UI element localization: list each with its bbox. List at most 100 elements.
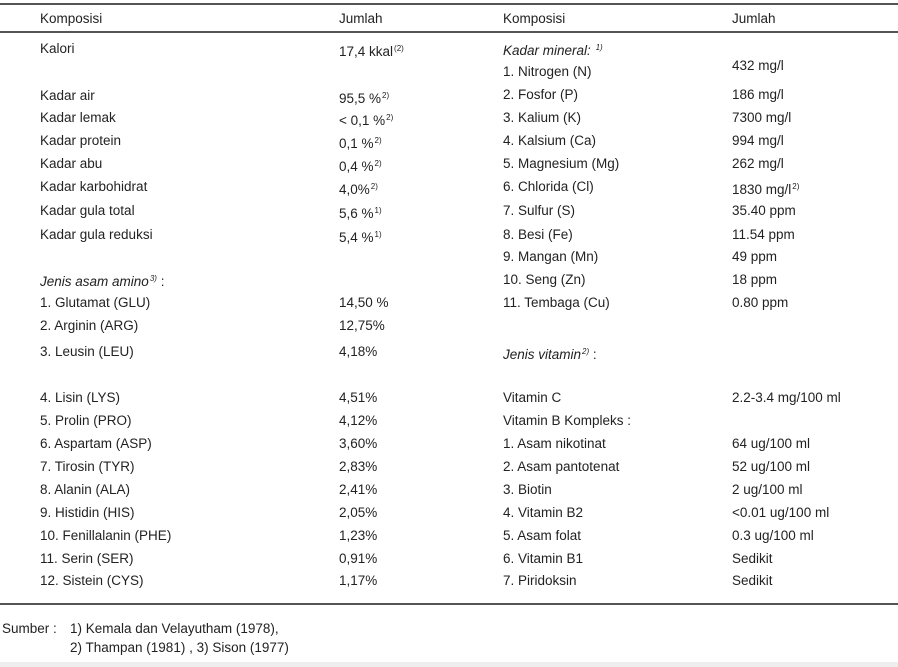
right-row-value: 11.54 ppm <box>732 227 795 243</box>
left-row-label: Kadar protein <box>40 133 121 149</box>
value-text: 4,0% <box>339 182 370 197</box>
left-row-label: 12. Sistein (CYS) <box>40 573 144 589</box>
label-text: 7. Tirosin (TYR) <box>40 459 135 474</box>
label-suffix: : <box>156 274 165 289</box>
right-row-value: 1830 mg/l2) <box>732 179 799 198</box>
header-komposisi-right: Komposisi <box>503 11 566 26</box>
value-text: 1830 mg/l <box>732 182 792 197</box>
left-row-label: 3. Leusin (LEU) <box>40 344 134 360</box>
left-row-label: Kadar air <box>40 88 95 104</box>
label-text: 3. Leusin (LEU) <box>40 344 134 359</box>
right-row-value: 994 mg/l <box>732 133 784 149</box>
right-row-label: 10. Seng (Zn) <box>503 272 586 288</box>
header-rule <box>0 31 898 33</box>
right-row-label: 9. Mangan (Mn) <box>503 249 598 265</box>
label-text: 1. Glutamat (GLU) <box>40 295 151 310</box>
right-row-value: 0.80 ppm <box>732 295 788 311</box>
footnote-marker: 2) <box>374 136 382 145</box>
value-text: 5,6 % <box>339 206 374 221</box>
left-row-value: 14,50 % <box>339 295 389 311</box>
label-text: 10. Fenillalanin (PHE) <box>40 528 172 543</box>
left-row-value: 4,0%2) <box>339 179 378 198</box>
right-row-label: 1. Asam nikotinat <box>503 436 606 452</box>
label-text: 7. Piridoksin <box>503 573 577 588</box>
right-row-label: 5. Magnesium (Mg) <box>503 156 619 172</box>
footnote-marker: 2) <box>582 347 590 356</box>
right-row-label: 6. Chlorida (Cl) <box>503 179 594 195</box>
left-row-value: 1,17% <box>339 573 377 589</box>
label-text: 3. Biotin <box>503 482 552 497</box>
value-text: 17,4 kkal <box>339 44 394 59</box>
label-text: Kadar gula reduksi <box>40 227 153 242</box>
footnote-marker: 3) <box>149 274 157 283</box>
value-text: 52 ug/100 ml <box>732 459 811 474</box>
label-text: 8. Besi (Fe) <box>503 227 573 242</box>
value-text: 5,4 % <box>339 230 374 245</box>
value-text: 2 ug/100 ml <box>732 482 803 497</box>
label-text: 4. Lisin (LYS) <box>40 390 121 405</box>
right-row-value: 186 mg/l <box>732 87 784 103</box>
label-text: 6. Chlorida (Cl) <box>503 179 594 194</box>
label-text: Kadar lemak <box>40 110 116 125</box>
left-row-value: 0,91% <box>339 551 377 567</box>
value-text: <0.01 ug/100 ml <box>732 505 830 520</box>
left-row-value: 4,12% <box>339 413 377 429</box>
value-text: 3,60% <box>339 436 378 451</box>
left-row-label: Kadar gula total <box>40 203 135 219</box>
table-top-rule <box>0 3 898 5</box>
label-text: 10. Seng (Zn) <box>503 272 586 287</box>
footnote-marker: 2) <box>386 113 394 122</box>
right-row-label: 3. Kalium (K) <box>503 110 581 126</box>
footnote-marker: 2) <box>792 182 800 191</box>
value-text: 4,51% <box>339 390 378 405</box>
right-row-label: 2. Fosfor (P) <box>503 87 578 103</box>
label-text: 4. Kalsium (Ca) <box>503 133 597 148</box>
value-text: 64 ug/100 ml <box>732 436 811 451</box>
value-text: 262 mg/l <box>732 156 784 171</box>
value-text: 2,41% <box>339 482 378 497</box>
left-row-label: 11. Serin (SER) <box>40 551 134 567</box>
label-text: 8. Alanin (ALA) <box>40 482 131 497</box>
value-text: 14,50 % <box>339 295 389 310</box>
right-row-label: Jenis vitamin2) : <box>503 344 597 363</box>
left-row-value: 5,4 %1) <box>339 227 382 246</box>
value-text: 0,91% <box>339 551 378 566</box>
label-text: 1. Nitrogen (N) <box>503 64 592 79</box>
left-row-value: < 0,1 %2) <box>339 110 393 129</box>
header-jumlah-right: Jumlah <box>732 11 776 26</box>
footnote-marker: 1) <box>374 230 382 239</box>
label-text: Kalori <box>40 41 75 56</box>
right-row-value: 0.3 ug/100 ml <box>732 528 814 544</box>
right-row-label: 11. Tembaga (Cu) <box>503 295 610 311</box>
footnote-marker: 2) <box>382 91 390 100</box>
label-text: Vitamin C <box>503 390 562 405</box>
label-text: Vitamin B Kompleks : <box>503 413 632 428</box>
label-suffix: : <box>589 347 597 362</box>
right-row-label: 3. Biotin <box>503 482 552 498</box>
left-row-label: 5. Prolin (PRO) <box>40 413 132 429</box>
footnote-marker: 2) <box>370 182 378 191</box>
value-text: 0.80 ppm <box>732 295 789 310</box>
left-row-label: 1. Glutamat (GLU) <box>40 295 150 311</box>
right-row-value: 2 ug/100 ml <box>732 482 803 498</box>
value-text: Sedikit <box>732 573 773 588</box>
left-row-value: 4,51% <box>339 390 377 406</box>
value-text: 4,12% <box>339 413 378 428</box>
left-row-label: 6. Aspartam (ASP) <box>40 436 152 452</box>
right-row-label: 4. Kalsium (Ca) <box>503 133 596 149</box>
value-text: 0.3 ug/100 ml <box>732 528 814 543</box>
right-row-value: 18 ppm <box>732 272 777 288</box>
value-text: 0,4 % <box>339 159 374 174</box>
left-row-value: 5,6 %1) <box>339 203 382 222</box>
value-text: 186 mg/l <box>732 87 784 102</box>
value-text: 1,17% <box>339 573 378 588</box>
label-text: 9. Histidin (HIS) <box>40 505 135 520</box>
label-text: Jenis asam amino <box>40 274 149 289</box>
right-row-value: 64 ug/100 ml <box>732 436 810 452</box>
right-row-label: 4. Vitamin B2 <box>503 505 583 521</box>
label-text: Kadar abu <box>40 156 103 171</box>
right-row-label: 5. Asam folat <box>503 528 581 544</box>
page-edge <box>0 662 898 667</box>
value-text: 2.2-3.4 mg/100 ml <box>732 390 841 405</box>
label-text: 2. Fosfor (P) <box>503 87 579 102</box>
